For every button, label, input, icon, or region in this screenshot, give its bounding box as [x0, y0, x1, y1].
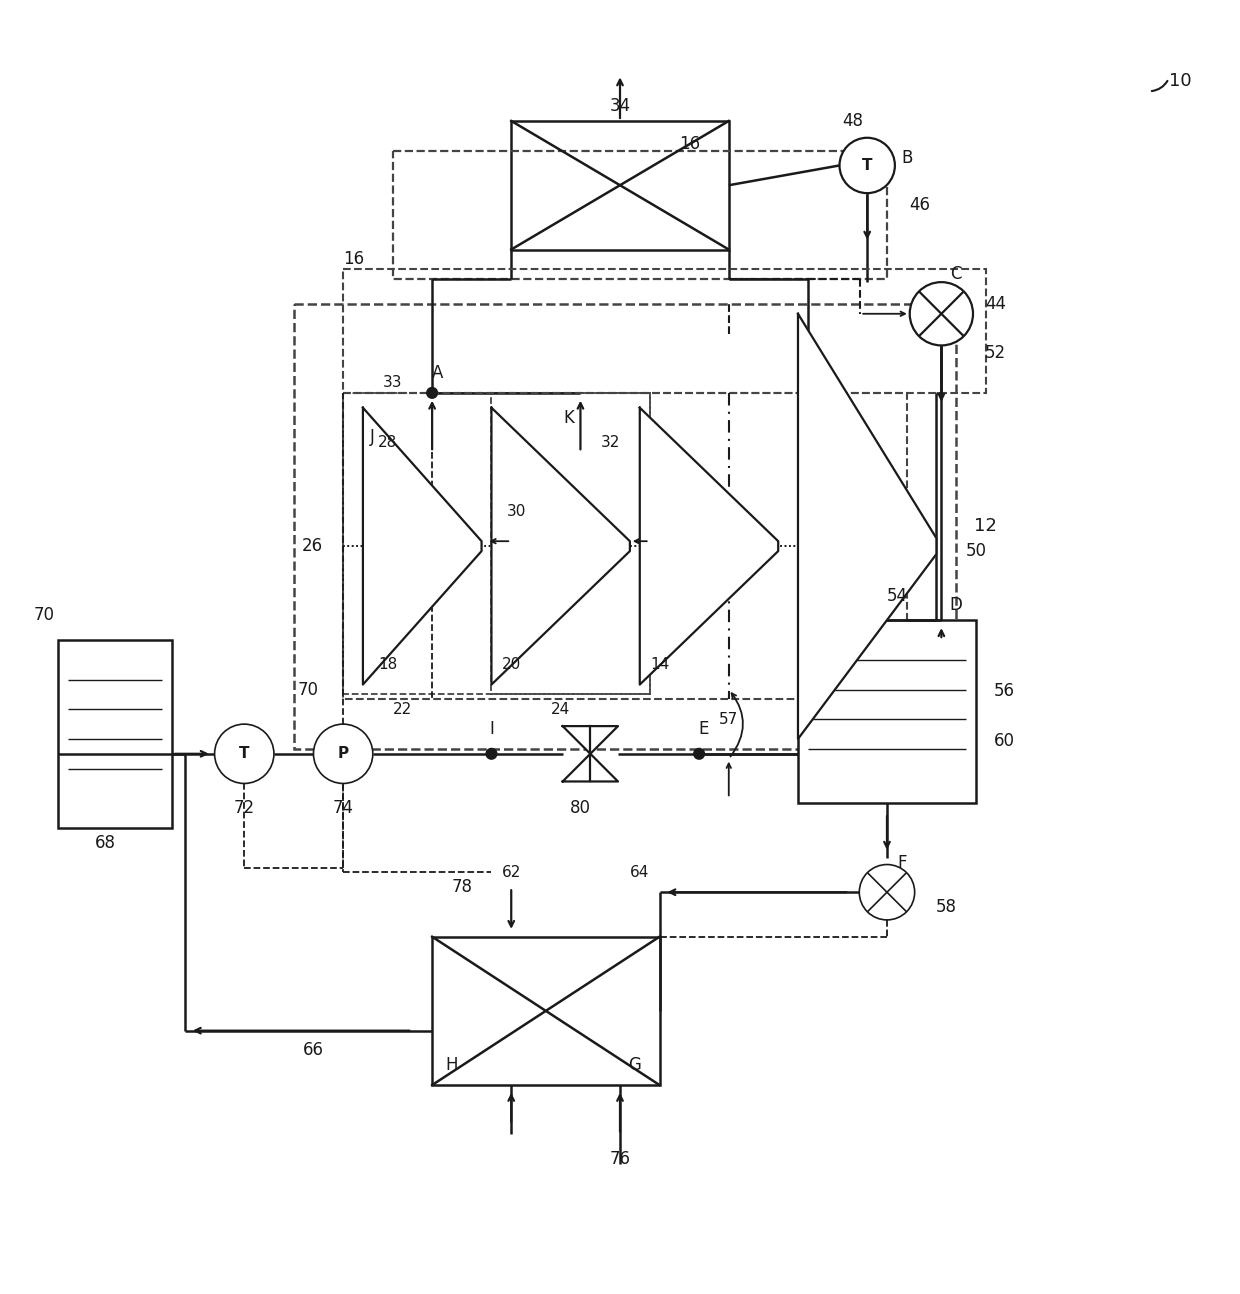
Bar: [491, 393, 650, 695]
Text: 22: 22: [393, 701, 412, 717]
Text: 74: 74: [332, 800, 353, 818]
Polygon shape: [563, 754, 618, 782]
Text: 44: 44: [986, 295, 1006, 313]
Bar: [343, 269, 986, 393]
Text: 16: 16: [680, 135, 701, 153]
Text: 16: 16: [343, 251, 365, 268]
Circle shape: [428, 388, 436, 397]
Polygon shape: [363, 408, 481, 685]
Text: F: F: [897, 854, 906, 872]
Circle shape: [694, 749, 704, 758]
Text: E: E: [699, 719, 709, 738]
Text: 50: 50: [966, 542, 987, 560]
Text: 12: 12: [973, 518, 997, 536]
Text: 30: 30: [506, 505, 526, 519]
Circle shape: [486, 749, 496, 758]
Text: H: H: [445, 1056, 458, 1074]
Text: 62: 62: [501, 864, 521, 880]
Text: 18: 18: [378, 657, 397, 673]
Text: 66: 66: [303, 1042, 324, 1060]
Circle shape: [314, 725, 373, 783]
Bar: [343, 393, 906, 699]
Text: B: B: [901, 149, 913, 167]
Text: 56: 56: [993, 682, 1014, 700]
Text: 14: 14: [650, 657, 670, 673]
Bar: [294, 304, 956, 749]
Text: 32: 32: [600, 435, 620, 450]
Text: 70: 70: [33, 607, 55, 625]
Text: 24: 24: [551, 701, 570, 717]
Text: G: G: [629, 1056, 641, 1074]
Text: 48: 48: [842, 113, 863, 129]
Circle shape: [839, 137, 895, 193]
Text: 64: 64: [630, 864, 650, 880]
Text: 10: 10: [1169, 72, 1192, 91]
Text: 34: 34: [609, 97, 631, 115]
Text: A: A: [432, 364, 443, 382]
Text: 72: 72: [233, 800, 254, 818]
Bar: [393, 150, 887, 280]
Text: 70: 70: [298, 681, 319, 699]
Bar: [58, 641, 172, 828]
Polygon shape: [799, 313, 936, 739]
Text: 80: 80: [570, 800, 591, 818]
Text: 54: 54: [887, 586, 908, 604]
Text: 78: 78: [451, 879, 472, 897]
Polygon shape: [563, 726, 618, 754]
Text: 57: 57: [719, 712, 738, 727]
Text: 68: 68: [95, 833, 117, 851]
Circle shape: [859, 864, 915, 920]
Polygon shape: [640, 408, 779, 685]
Text: T: T: [862, 158, 873, 173]
Text: J: J: [371, 428, 376, 446]
Text: 33: 33: [383, 375, 402, 391]
Bar: [343, 393, 650, 695]
Text: T: T: [239, 747, 249, 761]
Bar: [799, 620, 976, 804]
Text: D: D: [950, 597, 962, 615]
Circle shape: [215, 725, 274, 783]
Text: 28: 28: [378, 435, 397, 450]
Text: K: K: [563, 409, 574, 427]
Text: I: I: [489, 719, 494, 738]
Text: 20: 20: [502, 657, 521, 673]
Bar: [432, 937, 660, 1086]
Bar: [511, 120, 729, 250]
Polygon shape: [491, 408, 630, 685]
Text: 76: 76: [610, 1150, 630, 1168]
Text: 52: 52: [986, 344, 1007, 362]
Text: P: P: [337, 747, 348, 761]
Circle shape: [910, 282, 973, 345]
Text: 60: 60: [993, 732, 1014, 751]
Text: 26: 26: [303, 537, 324, 555]
Text: C: C: [950, 265, 962, 283]
Text: 46: 46: [909, 195, 930, 214]
Text: 58: 58: [936, 898, 957, 916]
